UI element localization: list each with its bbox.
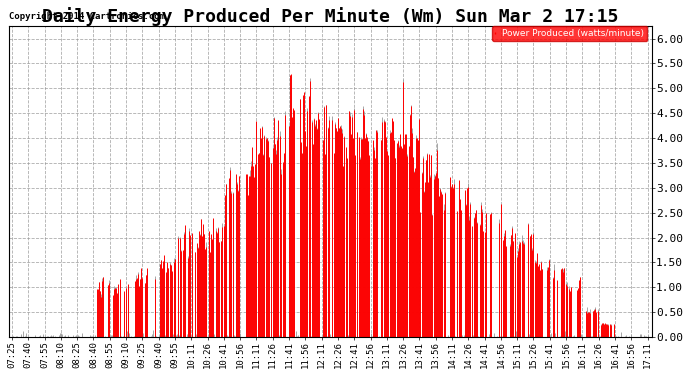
Title: Daily Energy Produced Per Minute (Wm) Sun Mar 2 17:15: Daily Energy Produced Per Minute (Wm) Su…	[42, 7, 618, 26]
Text: Copyright 2014 Cartronics.com: Copyright 2014 Cartronics.com	[9, 12, 165, 21]
Legend: Power Produced (watts/minute): Power Produced (watts/minute)	[492, 26, 647, 41]
